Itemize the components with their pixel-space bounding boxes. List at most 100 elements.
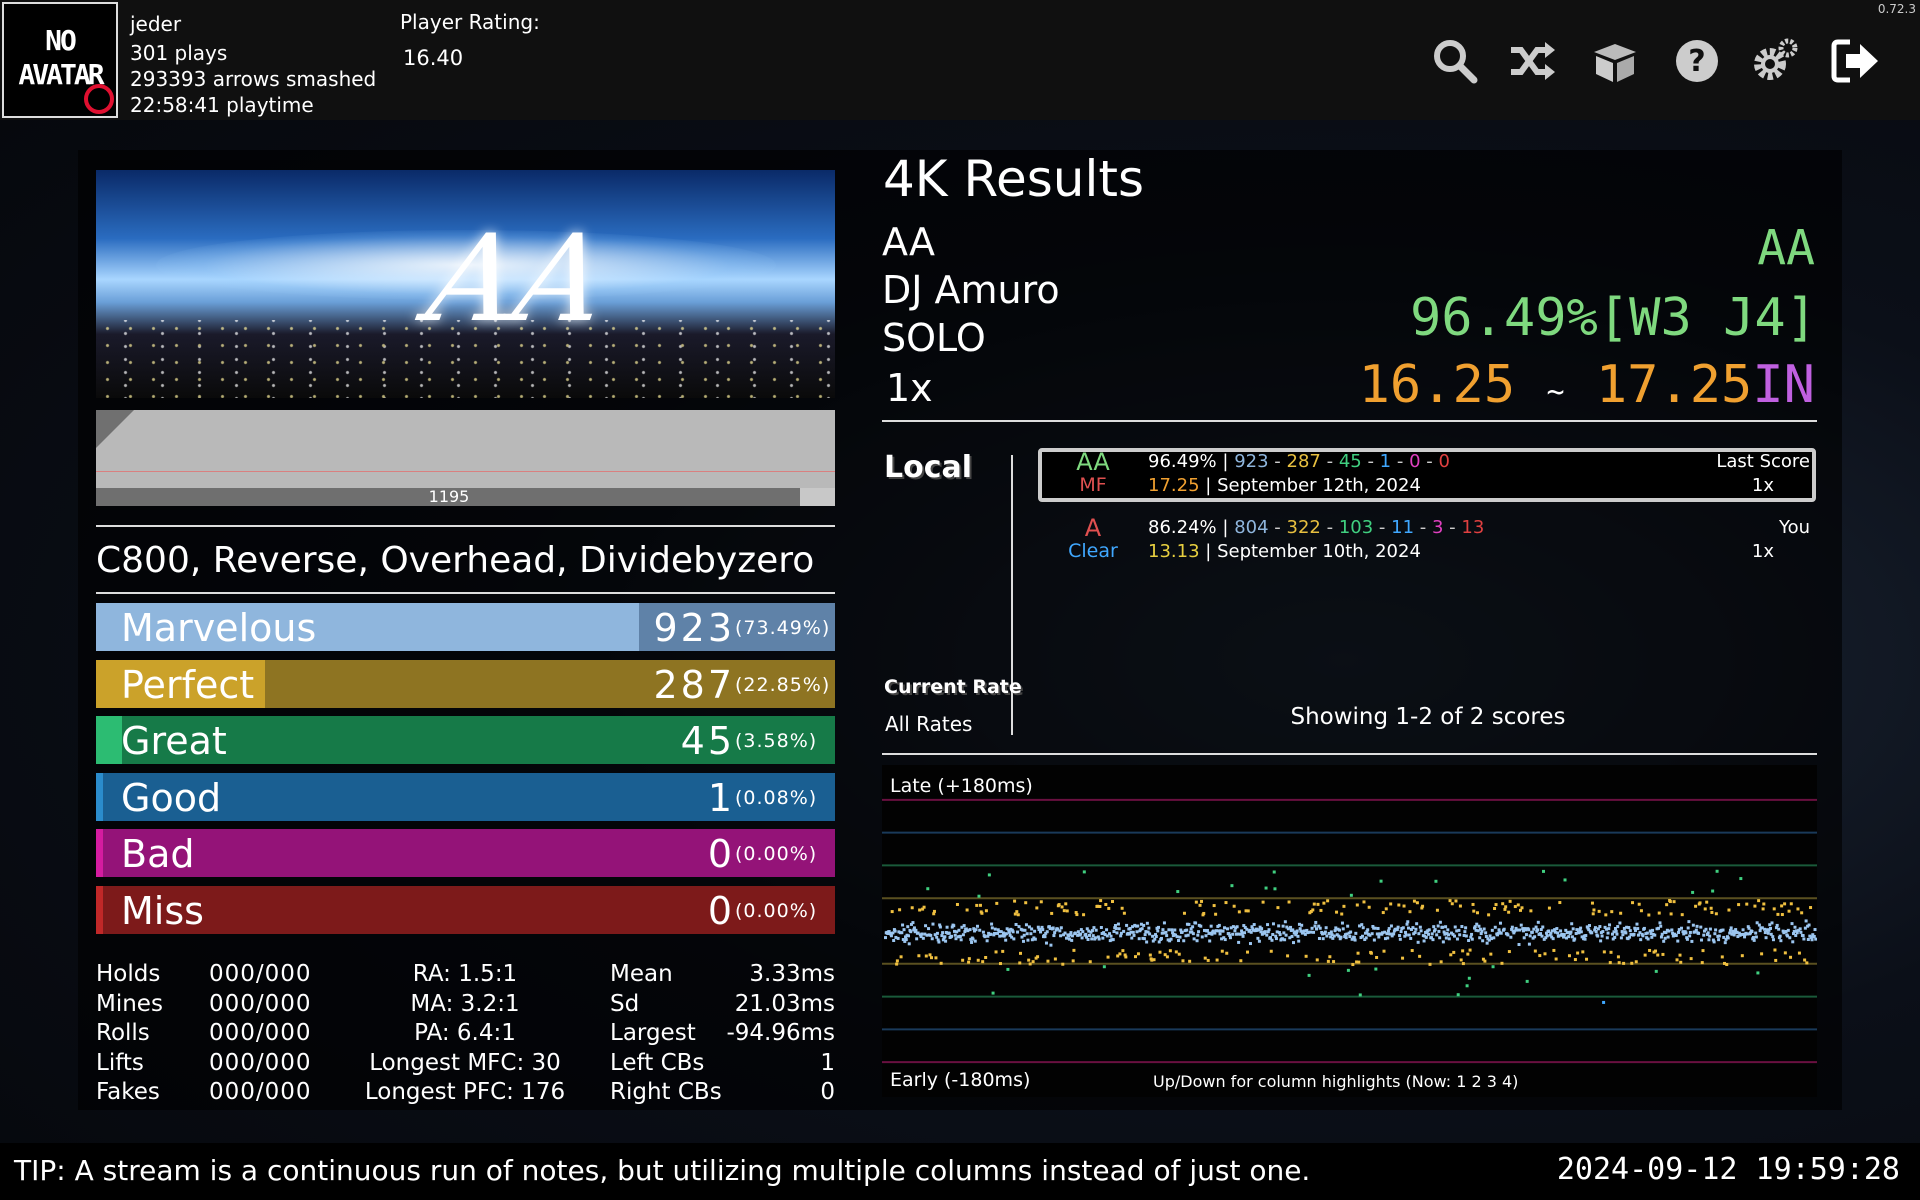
all-rates-toggle[interactable]: All Rates	[885, 712, 973, 736]
offset-point	[1565, 936, 1569, 940]
offset-point	[1614, 929, 1618, 933]
offset-point	[1794, 933, 1798, 937]
offset-point	[1282, 931, 1286, 935]
stat-value: 000/000	[209, 1079, 312, 1105]
offset-point	[1461, 962, 1465, 966]
offset-point	[1794, 929, 1798, 933]
offset-point	[1239, 959, 1243, 963]
offset-point	[1664, 930, 1668, 934]
offset-point	[1688, 930, 1692, 934]
offset-point	[1315, 927, 1319, 931]
offset-point	[1102, 965, 1106, 969]
offset-point	[1053, 957, 1057, 961]
offset-point	[1113, 923, 1117, 927]
offset-point	[937, 940, 941, 944]
offset-point	[1712, 940, 1716, 944]
offset-point	[1097, 937, 1101, 941]
offset-point	[1481, 939, 1485, 943]
version-label: 0.72.3	[1877, 2, 1916, 16]
offset-point	[1567, 954, 1571, 958]
offset-point	[1596, 927, 1600, 931]
offset-point	[1350, 937, 1354, 941]
offset-point	[1524, 933, 1528, 937]
exit-icon[interactable]	[1830, 36, 1880, 86]
search-icon[interactable]	[1430, 36, 1480, 86]
judgment-percent: (73.49%)	[735, 617, 831, 639]
offset-point	[1320, 932, 1324, 936]
offset-point	[1341, 927, 1345, 931]
offset-point	[1043, 935, 1047, 939]
offset-point	[1382, 949, 1386, 953]
offset-point	[1521, 927, 1525, 931]
help-icon[interactable]: ?	[1672, 36, 1722, 86]
offset-point	[1326, 959, 1330, 963]
offset-point	[1516, 903, 1520, 907]
offset-point	[1754, 931, 1758, 935]
offset-point	[1639, 909, 1643, 913]
offset-point	[1483, 959, 1487, 963]
offset-point	[1092, 926, 1096, 930]
offset-point	[1316, 902, 1320, 906]
offset-point	[1508, 899, 1512, 903]
grade: AA	[1757, 220, 1815, 276]
avatar[interactable]: NO AVATAR	[2, 2, 118, 118]
offset-point	[1085, 927, 1089, 931]
offset-point	[1550, 929, 1554, 933]
offset-point	[1620, 930, 1624, 934]
offset-point	[1377, 935, 1381, 939]
offset-point	[1522, 936, 1526, 940]
offset-point	[1791, 940, 1795, 944]
offset-point	[1543, 952, 1547, 956]
offset-point	[1760, 952, 1764, 956]
offset-point	[1311, 908, 1315, 912]
score-entry[interactable]: A Clear 86.24% | 804 - 322 - 103 - 11 - 3 …	[1038, 514, 1816, 573]
box-icon[interactable]	[1590, 36, 1640, 86]
offset-point	[1228, 933, 1232, 937]
score-judgment-count: 11	[1391, 517, 1415, 538]
offset-point	[1690, 939, 1694, 943]
settings-icon[interactable]	[1750, 36, 1800, 86]
offset-point	[1361, 926, 1365, 930]
offset-point	[1663, 936, 1667, 940]
stats-mid: RA: 1.5:1 MA: 3.2:1 PA: 6.4:1 Longest MFC: …	[350, 960, 580, 1108]
offset-point	[1106, 955, 1110, 959]
stats-right: Mean 3.33ms Sd 21.03ms Largest -94.96ms Left C…	[610, 960, 835, 1108]
offset-point	[1714, 928, 1718, 932]
offset-point	[1803, 926, 1807, 930]
avatar-text: AVATAR	[18, 58, 104, 91]
offset-point	[1783, 902, 1787, 906]
offset-point	[955, 902, 959, 906]
offset-point	[952, 924, 956, 928]
offset-point	[1720, 955, 1724, 959]
offset-point	[1746, 932, 1750, 936]
score-count-label: Showing 1-2 of 2 scores	[1290, 704, 1566, 730]
score-ssr: 17.25	[1148, 475, 1200, 496]
shuffle-icon[interactable]	[1507, 36, 1557, 86]
offset-point	[958, 934, 962, 938]
msd-value: 17.25	[1595, 355, 1753, 415]
current-rate-toggle[interactable]: Current Rate	[884, 676, 1022, 698]
offset-point	[1597, 909, 1601, 913]
offset-point	[899, 955, 903, 959]
offset-point	[1608, 923, 1612, 927]
offset-point	[1571, 927, 1575, 931]
offset-point	[1013, 899, 1017, 903]
offset-point	[999, 930, 1003, 934]
offset-point	[1447, 933, 1451, 937]
offset-point	[1067, 937, 1071, 941]
offset-point	[1299, 929, 1303, 933]
offset-point	[1607, 927, 1611, 931]
offset-point	[1105, 928, 1109, 932]
offset-point	[1780, 913, 1784, 917]
offset-point	[890, 910, 894, 914]
offset-point	[1159, 936, 1163, 940]
offset-point	[1479, 932, 1483, 936]
offset-point	[1528, 934, 1532, 938]
offset-point	[950, 934, 954, 938]
offset-point	[1323, 930, 1327, 934]
offset-point	[1161, 928, 1165, 932]
offset-point	[1648, 948, 1652, 952]
offset-point	[1214, 929, 1218, 933]
offset-point	[1204, 934, 1208, 938]
